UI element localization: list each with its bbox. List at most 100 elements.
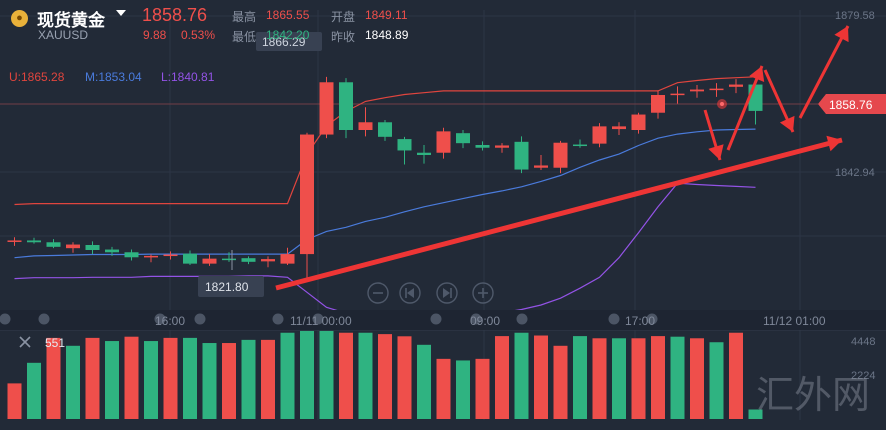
watermark: 汇外网 — [756, 375, 870, 417]
arrow-head — [779, 115, 795, 132]
instrument-name[interactable]: 现货黄金 — [37, 11, 105, 30]
playback-controls — [367, 282, 494, 304]
candle-body — [183, 253, 197, 264]
current-price-tag-label: 1858.76 — [829, 98, 873, 112]
low-marker-bg — [198, 276, 264, 297]
volume-bar — [397, 336, 412, 419]
prev-close-label: 昨收 — [331, 30, 356, 44]
last-price-dot-core — [720, 102, 724, 106]
high-marker-bg — [256, 32, 322, 51]
volume-bar — [495, 336, 509, 419]
time-label-5: 11/12 01:00 — [763, 314, 826, 328]
candle-body — [631, 114, 646, 130]
candle-body — [144, 255, 158, 258]
price-change: 9.88 — [143, 28, 167, 42]
volume-current: 551 — [45, 336, 65, 350]
arrow-head — [826, 135, 842, 152]
candlestick-series — [7, 76, 763, 280]
candle-body — [378, 122, 392, 137]
candle-body — [339, 82, 353, 130]
zoom-out-button[interactable] — [367, 282, 389, 304]
scroll-dots — [0, 313, 658, 325]
step-forward-button[interactable] — [436, 282, 458, 304]
candle-body — [436, 131, 451, 153]
time-label-4: 17:00 — [625, 314, 655, 328]
volume-bar — [631, 338, 646, 419]
scroll-dot — [608, 313, 620, 325]
arrow-head — [708, 144, 724, 160]
candle-body — [573, 144, 587, 147]
time-label-1: 16:00 — [155, 314, 185, 328]
scroll-dot — [516, 313, 528, 325]
volume-bar — [748, 409, 763, 419]
low-label: 最低 — [232, 30, 257, 44]
volume-bar — [358, 332, 373, 419]
close-volume-icon[interactable] — [19, 336, 31, 348]
arrow-shaft — [726, 65, 764, 151]
candle-body — [475, 145, 490, 148]
price-change-pct: 0.53% — [181, 28, 216, 42]
volume-bar — [436, 358, 451, 419]
candle-body — [7, 240, 22, 242]
volume-bar — [105, 341, 119, 419]
volume-bar — [261, 339, 275, 419]
scroll-dot — [38, 313, 50, 325]
volume-axis-mid: 2224 — [851, 370, 875, 382]
volume-bar — [592, 338, 607, 419]
candle-body — [85, 245, 100, 250]
candle-body — [553, 142, 568, 168]
gold-coin-icon: ● — [11, 10, 28, 27]
scroll-dot — [312, 313, 324, 325]
drawn-arrows — [275, 25, 850, 291]
lower-band-legend: L:1840.81 — [161, 70, 215, 84]
volume-bar — [222, 343, 236, 419]
volume-bar — [124, 336, 139, 419]
scroll-dot — [154, 313, 166, 325]
candle-body — [105, 249, 119, 253]
candle-body — [690, 89, 704, 92]
price-axis-mid: 1842.94 — [835, 167, 875, 179]
volume-bar — [27, 362, 41, 419]
scroll-dot — [0, 313, 11, 325]
candle-body — [163, 254, 178, 257]
volume-bar — [651, 336, 665, 419]
high-label: 最高 — [232, 10, 257, 24]
volume-bar — [553, 345, 568, 419]
quote-header: ● 现货黄金 XAUUSD 1858.76 9.88 0.53% 最高 1865… — [0, 0, 886, 46]
scroll-dot — [430, 313, 442, 325]
candle-body — [417, 152, 431, 155]
bollinger-bands — [14, 76, 756, 316]
candle-body — [534, 165, 548, 168]
low-marker: 1821.80 — [198, 276, 264, 297]
candle-body — [612, 126, 626, 130]
upper-band-line — [14, 76, 756, 206]
volume-bar — [475, 358, 490, 419]
step-back-button[interactable] — [399, 282, 421, 304]
candle-body — [280, 254, 295, 264]
volume-bar — [339, 332, 353, 419]
candle-body — [592, 126, 607, 144]
candle-body — [261, 259, 275, 262]
low-value: 1842.20 — [266, 28, 310, 42]
arrow-shaft — [275, 137, 843, 291]
volume-bar — [573, 336, 587, 419]
volume-bar — [417, 344, 431, 419]
chevron-down-icon[interactable] — [116, 10, 126, 16]
candle-body — [300, 134, 314, 255]
volume-bar — [709, 342, 724, 419]
high-value: 1865.55 — [266, 8, 310, 22]
arrow-head — [834, 26, 849, 43]
zoom-in-button[interactable] — [472, 282, 494, 304]
open-label: 开盘 — [331, 10, 356, 24]
volume-bar — [183, 337, 197, 419]
volume-bar — [456, 360, 470, 419]
volume-bar — [85, 337, 100, 419]
time-label-3: 09:00 — [470, 314, 500, 328]
volume-bar — [7, 383, 22, 419]
high-marker-label: 1866.29 — [262, 35, 306, 49]
candle-body — [456, 133, 470, 144]
candle-body — [27, 240, 41, 243]
volume-bar — [670, 336, 685, 419]
volume-bar — [163, 337, 178, 419]
